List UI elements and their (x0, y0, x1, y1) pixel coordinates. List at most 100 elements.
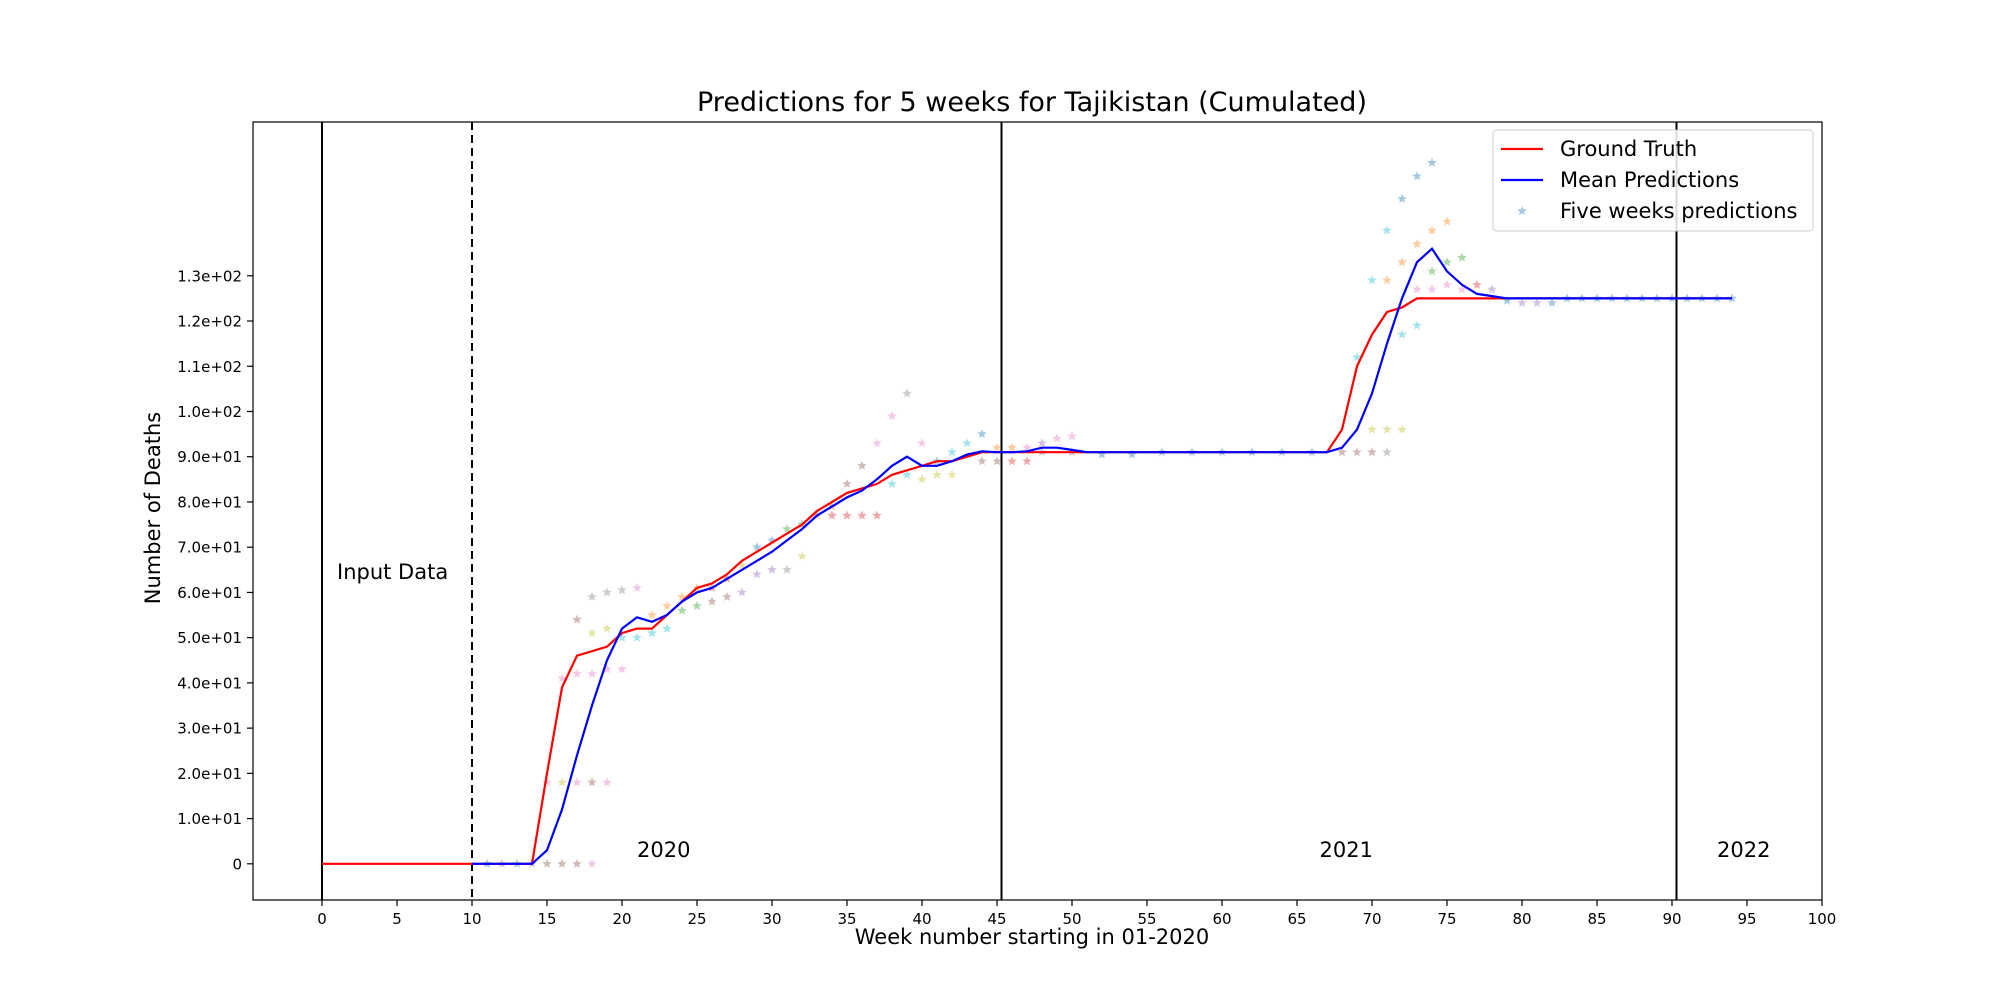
prediction-point (1397, 193, 1407, 203)
prediction-point (707, 596, 717, 606)
prediction-point (1412, 284, 1422, 294)
prediction-point (572, 614, 582, 624)
prediction-point (1457, 252, 1467, 262)
prediction-point (602, 777, 612, 787)
prediction-point (602, 623, 612, 633)
prediction-point (842, 478, 852, 488)
prediction-point (1397, 424, 1407, 434)
y-axis-label: Number of Deaths (141, 412, 165, 604)
y-tick-label: 7.0e+01 (177, 539, 242, 557)
prediction-point (767, 564, 777, 574)
prediction-point (1397, 257, 1407, 267)
y-tick-label: 3.0e+01 (177, 720, 242, 738)
annotation-0: Input Data (337, 560, 448, 584)
prediction-point (677, 591, 687, 601)
prediction-point (602, 587, 612, 597)
prediction-point (557, 858, 567, 868)
prediction-point (917, 438, 927, 448)
x-tick-label: 60 (1212, 910, 1231, 928)
x-tick-label: 90 (1662, 910, 1681, 928)
prediction-point (722, 591, 732, 601)
prediction-point (1427, 225, 1437, 235)
prediction-point (842, 510, 852, 520)
prediction-point (1382, 424, 1392, 434)
annotations: Input Data 2020 2021 2022 (337, 560, 1770, 862)
x-tick-label: 35 (837, 910, 856, 928)
prediction-point (1427, 284, 1437, 294)
x-tick-label: 40 (912, 910, 931, 928)
prediction-point (977, 429, 987, 439)
prediction-point (1352, 352, 1362, 362)
prediction-point (617, 632, 627, 642)
x-tick-label: 25 (687, 910, 706, 928)
prediction-point (617, 664, 627, 674)
prediction-point (1457, 284, 1467, 294)
prediction-point (677, 605, 687, 615)
prediction-point (1487, 284, 1497, 294)
prediction-point (887, 478, 897, 488)
legend-swatch-star (1517, 206, 1527, 215)
prediction-point (962, 438, 972, 448)
plot-frame (252, 121, 1823, 901)
prediction-point (1532, 297, 1542, 307)
y-tick-label: 9.0e+01 (177, 448, 242, 466)
prediction-point (737, 587, 747, 597)
y-tick-label: 5.0e+01 (177, 629, 242, 647)
x-tick-label: 45 (987, 910, 1006, 928)
prediction-point (947, 469, 957, 479)
legend-label: Five weeks predictions (1560, 199, 1798, 223)
y-tick-label: 1.3e+02 (177, 267, 242, 285)
prediction-point (857, 460, 867, 470)
prediction-point (1352, 447, 1362, 457)
prediction-point (1412, 171, 1422, 181)
x-tick-label: 15 (537, 910, 556, 928)
prediction-point (572, 777, 582, 787)
prediction-point (827, 510, 837, 520)
prediction-point (572, 858, 582, 868)
prediction-point (662, 623, 672, 633)
legend-label: Ground Truth (1560, 137, 1697, 161)
prediction-point (1007, 442, 1017, 452)
prediction-point (1397, 329, 1407, 339)
prediction-point (572, 668, 582, 678)
prediction-point (872, 438, 882, 448)
prediction-point (992, 442, 1002, 452)
prediction-point (542, 777, 552, 787)
prediction-point (1442, 216, 1452, 226)
prediction-point (1502, 295, 1512, 305)
prediction-point (587, 628, 597, 638)
prediction-point (632, 632, 642, 642)
prediction-point (557, 673, 567, 683)
annotation-2: 2021 (1320, 838, 1373, 862)
prediction-point (752, 542, 762, 552)
x-tick-label: 30 (762, 910, 781, 928)
x-tick-label: 100 (1808, 910, 1837, 928)
prediction-point (602, 664, 612, 674)
prediction-point (1022, 442, 1032, 452)
prediction-point (902, 469, 912, 479)
prediction-point (1367, 424, 1377, 434)
prediction-point (617, 585, 627, 595)
prediction-point (1412, 320, 1422, 330)
prediction-point (632, 582, 642, 592)
prediction-point (932, 469, 942, 479)
x-tick-label: 5 (392, 910, 402, 928)
vertical-markers (321, 122, 1678, 900)
x-axis: 0 5 10 15 20 25 30 35 40 45 50 55 60 65 70 75 80 85 90 95 10… (317, 900, 1836, 928)
prediction-point (1382, 447, 1392, 457)
prediction-point (542, 858, 552, 868)
prediction-point (587, 858, 597, 868)
y-tick-label: 1.0e+01 (177, 810, 242, 828)
x-tick-label: 70 (1362, 910, 1381, 928)
prediction-point (752, 569, 762, 579)
prediction-point (647, 610, 657, 620)
prediction-point (947, 447, 957, 457)
legend: Ground Truth Mean Predictions Five weeks p… (1492, 129, 1814, 232)
y-tick-label: 2.0e+01 (177, 765, 242, 783)
prediction-point (872, 510, 882, 520)
prediction-point (917, 474, 927, 484)
x-tick-label: 50 (1062, 910, 1081, 928)
prediction-point (587, 777, 597, 787)
x-tick-label: 20 (612, 910, 631, 928)
